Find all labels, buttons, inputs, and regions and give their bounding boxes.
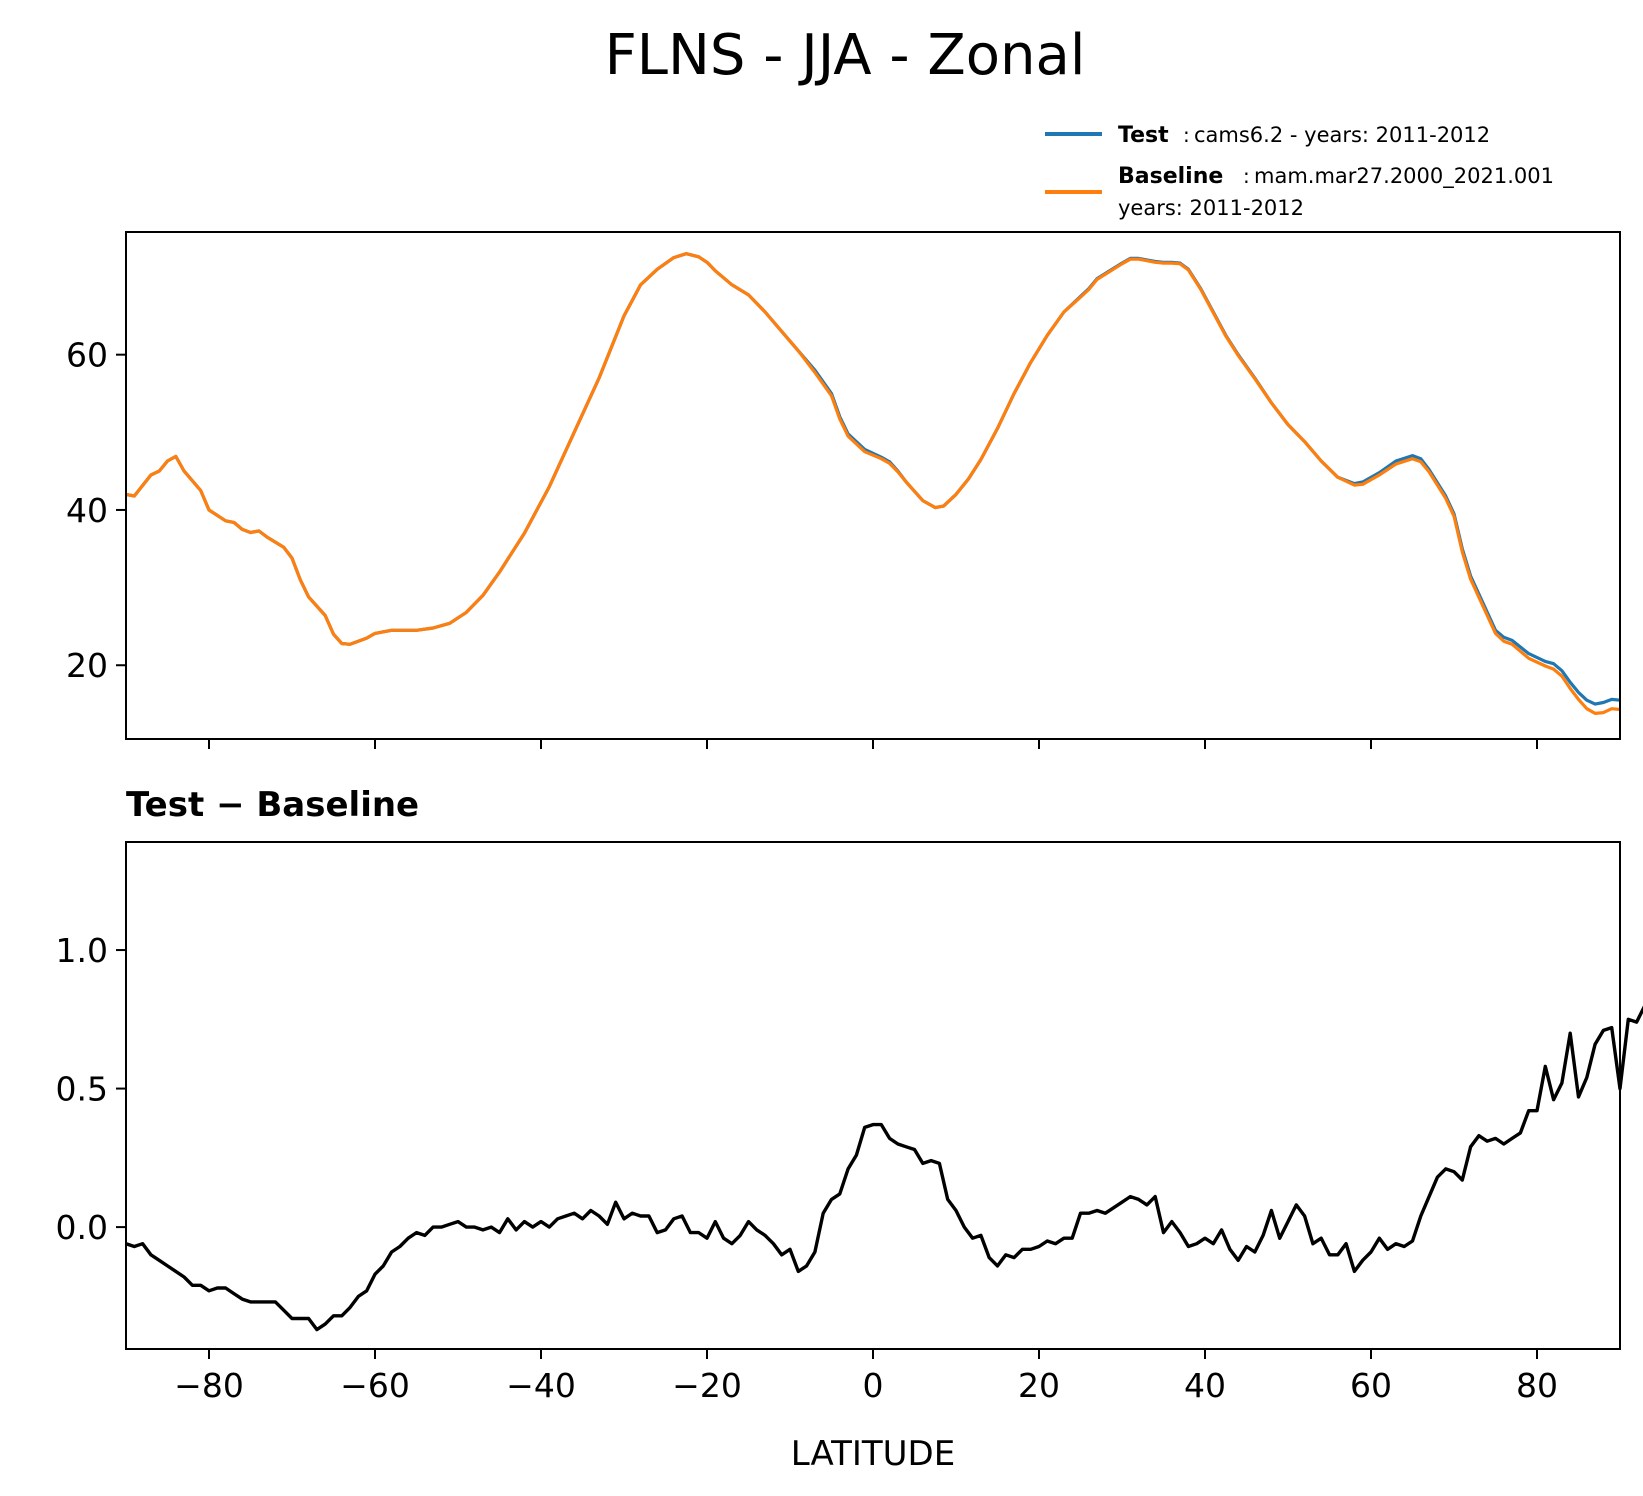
bottom-axes-frame (125, 841, 1621, 1350)
diff-series-line (125, 1005, 1643, 1332)
legend-baseline-label: Baseline (1118, 164, 1223, 189)
x-tick-label: 80 (1516, 1366, 1558, 1405)
legend: Test : cams6.2 - years: 2011-2012 Baseli… (1045, 123, 1554, 220)
top-y-ticks: 20 40 60 (66, 336, 126, 685)
baseline-series-line (125, 252, 1621, 716)
legend-test-desc: cams6.2 - years: 2011-2012 (1194, 123, 1490, 147)
top-y-tick-label: 20 (66, 646, 108, 685)
x-tick-label: −80 (174, 1366, 244, 1405)
figure-title: FLNS - JJA - Zonal (605, 23, 1086, 88)
top-axes-frame (125, 231, 1621, 740)
x-tick-label: 0 (863, 1366, 884, 1405)
legend-test-sep: : (1183, 123, 1190, 147)
top-panel: 20 40 60 (66, 231, 1621, 749)
bottom-y-tick-label: 1.0 (56, 931, 108, 970)
bottom-y-tick-label: 0.0 (56, 1208, 108, 1247)
top-y-tick-label: 40 (66, 491, 108, 530)
bottom-y-tick-label: 0.5 (56, 1070, 108, 1109)
bottom-y-ticks: 0.0 0.5 1.0 (56, 931, 126, 1247)
top-y-tick-label: 60 (66, 336, 108, 375)
diff-panel-title: Test − Baseline (126, 785, 419, 825)
bottom-panel: 0.0 0.5 1.0 −80 −60 −40 −20 0 20 40 60 80 (56, 841, 1643, 1405)
legend-baseline-desc: mam.mar27.2000_2021.001 (1254, 164, 1554, 189)
legend-baseline-sep: : (1243, 164, 1250, 188)
x-tick-label: 40 (1184, 1366, 1226, 1405)
test-series-line (125, 252, 1621, 706)
x-tick-label: 60 (1350, 1366, 1392, 1405)
x-tick-label: 20 (1018, 1366, 1060, 1405)
top-x-ticks (208, 739, 1538, 749)
x-axis-label: LATITUDE (791, 1434, 955, 1474)
legend-test-label: Test (1118, 123, 1169, 148)
bottom-x-ticks: −80 −60 −40 −20 0 20 40 60 80 (174, 1349, 1558, 1405)
top-series (125, 252, 1621, 716)
bottom-series (125, 1005, 1643, 1332)
x-tick-label: −60 (340, 1366, 410, 1405)
x-tick-label: −40 (506, 1366, 576, 1405)
legend-baseline-desc2: years: 2011-2012 (1118, 196, 1304, 220)
x-tick-label: −20 (672, 1366, 742, 1405)
